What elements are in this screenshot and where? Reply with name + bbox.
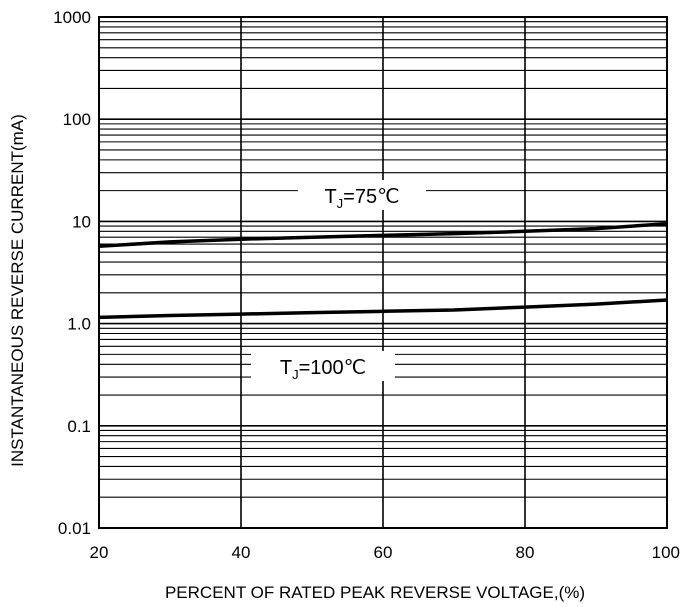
x-tick-label: 100 [652, 543, 680, 562]
series-label-subscript: J [337, 196, 344, 211]
series-label-bg [298, 180, 426, 210]
y-tick-label: 0.01 [58, 519, 91, 538]
x-tick-label: 40 [232, 543, 251, 562]
y-tick-label: 1000 [53, 8, 91, 27]
x-tick-label: 60 [374, 543, 393, 562]
plot-area [98, 16, 668, 529]
x-tick-label: 80 [516, 543, 535, 562]
series-label-bg [251, 351, 395, 381]
y-tick-label: 0.1 [67, 417, 91, 436]
x-tick-label: 20 [90, 543, 109, 562]
series-label-subscript: J [292, 367, 299, 382]
x-gridlines [98, 17, 668, 528]
y-tick-labels: 0.01 0.1 1.0 10 100 1000 [53, 8, 91, 538]
series-label-suffix: =100℃ [299, 357, 367, 379]
series-label-prefix: T [280, 357, 292, 379]
series-label-suffix: =75℃ [343, 186, 399, 208]
y-axis-title: INSTANTANEOUS REVERSE CURRENT(mA) [8, 114, 27, 467]
x-tick-labels: 20 40 60 80 100 [90, 543, 680, 562]
series-layer [98, 221, 668, 320]
series-line-2 [98, 298, 668, 320]
series-label-prefix: T [324, 186, 336, 208]
y-tick-label: 10 [72, 212, 91, 231]
x-axis-title: PERCENT OF RATED PEAK REVERSE VOLTAGE,(%… [165, 583, 585, 602]
y-tick-label: 100 [63, 110, 91, 129]
y-tick-label: 1.0 [67, 315, 91, 334]
series-line-1 [98, 221, 668, 249]
series-label-2: TJ=100℃ [280, 357, 366, 382]
series-label-1: TJ=75℃ [324, 186, 399, 211]
series-labels: TJ=75℃TJ=100℃ [251, 180, 426, 382]
